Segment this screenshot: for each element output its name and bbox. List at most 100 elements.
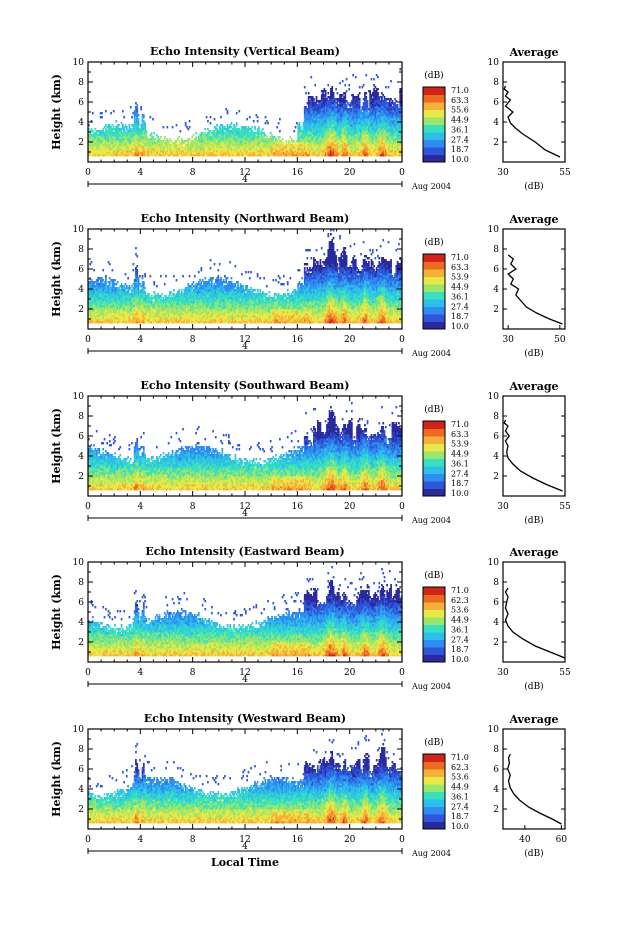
heatmap-cell [241,134,243,137]
heatmap-cell [182,150,184,153]
heatmap-cell [233,142,235,145]
heatmap-cell [309,120,311,123]
heatmap-cell [208,134,211,137]
heatmap-cell [171,142,174,145]
heatmap-cell [227,132,230,135]
heatmap-cell [112,140,115,143]
heatmap-cell [199,134,201,137]
heatmap-cell [225,144,228,147]
heatmap-cell [221,138,224,141]
colorbar-swatch [423,87,445,95]
heatmap-cell [200,150,203,153]
heatmap-cell [112,134,115,137]
heatmap-cell [269,136,272,139]
heatmap-cell [196,142,199,145]
heatmap-cell [220,140,222,143]
heatmap-cell [93,150,95,153]
y-tick-label: 8 [78,78,84,88]
heatmap-cell [204,134,207,137]
heatmap-cell [125,142,128,145]
heatmap-cell [242,128,245,131]
heatmap-cell [110,150,112,153]
heatmap-cell [265,144,268,147]
heatmap-cell [260,138,263,141]
heatmap-cell [229,126,232,129]
heatmap-cell [234,152,237,155]
heatmap-cell [209,136,212,139]
heatmap-cell [98,154,101,157]
heatmap-cell [245,142,247,145]
heatmap-cell [106,148,109,151]
heatmap-cell [322,144,324,147]
heatmap-cell [144,128,146,131]
heatmap-cell [188,152,191,155]
heatmap-cell [315,132,318,135]
heatmap-cell [222,128,225,131]
heatmap-cell [299,130,302,133]
heatmap-cell [316,108,319,111]
heatmap-cell [237,130,239,133]
heatmap-cell [316,126,319,129]
heatmap-cell [296,154,298,157]
heatmap-cell [90,140,93,143]
heatmap-cell [238,138,241,141]
heatmap-cell [124,144,127,147]
heatmap-cell [125,144,128,147]
heatmap-cell [148,144,150,147]
heatmap-cell [163,146,166,149]
heatmap-cell [294,146,297,149]
heatmap-cell [122,126,124,129]
heatmap-cell [187,142,190,145]
heatmap-cell [258,144,260,147]
heatmap-cell [111,144,114,147]
heatmap-cell [204,142,207,145]
heatmap-cell [144,144,146,147]
heatmap-cell [238,146,241,149]
heatmap-cell [157,148,160,151]
heatmap-cell [231,146,234,149]
heatmap-cell [299,128,302,131]
heatmap-cell [204,140,207,143]
heatmap-cell [302,134,305,137]
heatmap-cell [230,154,233,157]
heatmap-cell [184,122,187,125]
heatmap-cell [254,138,256,141]
heatmap-cell [186,150,188,153]
heatmap-cell [132,154,135,157]
heatmap-cell [290,146,293,149]
heatmap-cell [315,118,318,121]
heatmap-cell [314,120,317,123]
heatmap-cell [216,140,218,143]
heatmap-cell [231,154,234,157]
heatmap-cell [252,138,255,141]
heatmap-cell [262,152,264,155]
heatmap-cell [272,154,275,157]
heatmap-cell [320,130,323,133]
heatmap-cell [255,132,258,135]
heatmap-cell [91,150,94,153]
heatmap-cell [162,126,165,129]
heatmap-cell [259,140,262,143]
heatmap-cell [149,154,152,157]
date-label: Aug 2004 [411,182,451,191]
heatmap-cell [165,140,167,143]
heatmap-cell [315,106,318,109]
profile-line [503,85,561,158]
heatmap-cell [254,126,256,129]
heatmap-cell [320,94,323,97]
heatmap-cell [319,128,322,131]
heatmap-cell [97,136,99,139]
heatmap-cell [162,148,165,151]
heatmap-cell [319,138,322,141]
heatmap-cell [307,114,310,117]
heatmap-cell [310,132,313,135]
heatmap-cell [150,152,153,155]
heatmap-cell [316,110,319,113]
heatmap-cell [112,154,115,157]
heatmap-cell [97,134,99,137]
heatmap-cell [210,138,213,141]
heatmap-cell [319,104,322,107]
heatmap-cell [316,118,319,121]
heatmap-cell [303,150,306,153]
heatmap-cell [187,146,190,149]
